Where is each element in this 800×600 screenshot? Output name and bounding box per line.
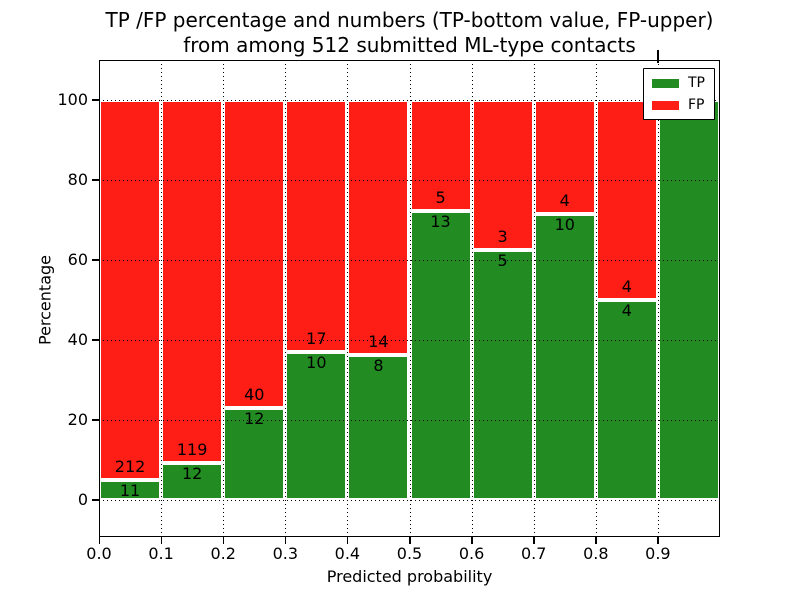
bar-segment-fp (347, 100, 410, 355)
x-tick-mark (657, 537, 659, 544)
tp-count-label: 12 (244, 408, 265, 428)
bar-segment-tp (161, 463, 224, 500)
y-tick-mark (92, 499, 99, 501)
vertical-gridline (161, 60, 163, 537)
fp-count-label: 212 (114, 457, 146, 477)
y-tick-mark (92, 339, 99, 341)
legend-entry-tp: TP (652, 76, 705, 90)
legend-swatch-fp-icon (652, 100, 679, 110)
y-tick-mark (92, 179, 99, 181)
bar-segment-tp (471, 250, 534, 500)
fp-count-label: 4 (621, 277, 632, 296)
top-tick-mark (657, 50, 659, 63)
x-tick-mark (595, 537, 597, 544)
y-tick-mark (92, 99, 99, 101)
horizontal-gridline (99, 340, 720, 341)
horizontal-gridline (99, 420, 720, 421)
legend-label-fp: FP (688, 97, 705, 113)
vertical-gridline (657, 60, 659, 537)
fp-count-label: 119 (176, 440, 208, 460)
bar-segment-fp (223, 100, 286, 408)
tp-count-label: 10 (306, 352, 327, 372)
x-tick-label: 0.3 (272, 544, 299, 563)
vertical-gridline (347, 60, 349, 537)
bar-segment-fp (533, 100, 596, 215)
fp-count-label: 5 (435, 188, 446, 208)
x-tick-mark (346, 537, 349, 544)
y-tick-label: 0 (77, 490, 88, 509)
x-tick-label: 0.0 (86, 544, 112, 563)
chart-title-line1: TP /FP percentage and numbers (TP-bottom… (105, 8, 714, 32)
vertical-gridline (533, 60, 535, 537)
vertical-gridline (285, 60, 287, 537)
bar-segment-fp (471, 100, 534, 250)
plot-area: TP FP 21211119124012171014851335410449 (99, 60, 720, 537)
legend-entry-fp: FP (652, 98, 705, 112)
x-tick-mark (160, 537, 163, 544)
legend: TP FP (643, 68, 715, 120)
x-tick-mark (284, 537, 287, 544)
x-tick-label: 0.5 (396, 544, 423, 563)
bar-segment-tp (533, 214, 596, 500)
tp-count-label: 5 (497, 251, 508, 270)
bar-segment-tp (285, 351, 348, 500)
y-tick-label: 60 (67, 250, 88, 269)
x-tick-label: 0.6 (458, 544, 485, 563)
vertical-gridline (223, 60, 225, 537)
tp-count-label: 11 (119, 481, 141, 501)
y-tick-mark (92, 419, 99, 421)
x-tick-label: 0.1 (148, 544, 174, 563)
bar-segment-tp (409, 211, 472, 500)
fp-count-label: 4 (559, 191, 570, 211)
legend-label-tp: TP (688, 75, 705, 91)
y-tick-label: 40 (67, 330, 88, 349)
x-tick-mark (222, 537, 225, 544)
chart-title-line2: from among 512 submitted ML-type contact… (183, 33, 636, 57)
fp-count-label: 14 (368, 331, 389, 351)
x-tick-mark (533, 537, 535, 544)
bar-segment-fp (595, 100, 658, 300)
bar-segment-fp (99, 100, 162, 481)
tp-count-label: 4 (621, 301, 632, 320)
bar-segment-tp (223, 407, 286, 500)
x-tick-mark (409, 537, 411, 544)
x-tick-label: 0.7 (520, 544, 547, 563)
bar-segment-tp (657, 100, 720, 500)
bar-segment-fp (409, 100, 472, 212)
vertical-gridline (471, 60, 473, 537)
chart-title: TP /FP percentage and numbers (TP-bottom… (99, 8, 720, 58)
vertical-gridline (595, 60, 597, 537)
tp-count-label: 8 (373, 355, 384, 375)
fp-count-label: 3 (497, 227, 508, 246)
bar-segment-tp (99, 480, 162, 500)
y-tick-label: 80 (67, 170, 88, 189)
fp-count-label: 17 (306, 328, 327, 348)
x-axis-label: Predicted probability (326, 567, 493, 586)
bar-segment-fp (161, 100, 224, 464)
bar-segment-tp (347, 354, 410, 500)
tp-count-label: 10 (554, 215, 575, 235)
x-tick-label: 0.9 (645, 544, 671, 563)
horizontal-gridline (99, 260, 720, 261)
bar-segment-tp (595, 300, 658, 500)
horizontal-gridline (99, 180, 720, 181)
horizontal-gridline (99, 500, 720, 501)
x-tick-label: 0.8 (583, 544, 609, 563)
tp-count-label: 12 (181, 464, 203, 484)
y-tick-mark (92, 259, 99, 261)
y-tick-label: 100 (57, 90, 88, 109)
bar-segment-fp (285, 100, 348, 352)
tp-count-label: 13 (430, 212, 451, 232)
horizontal-gridline (99, 100, 720, 101)
y-tick-label: 20 (67, 410, 88, 429)
x-tick-mark (471, 537, 473, 544)
x-tick-label: 0.2 (210, 544, 236, 563)
x-tick-mark (98, 537, 100, 544)
vertical-gridline (409, 60, 411, 537)
fp-count-label: 40 (244, 384, 265, 404)
legend-swatch-tp-icon (652, 78, 679, 88)
x-tick-label: 0.4 (334, 544, 361, 563)
